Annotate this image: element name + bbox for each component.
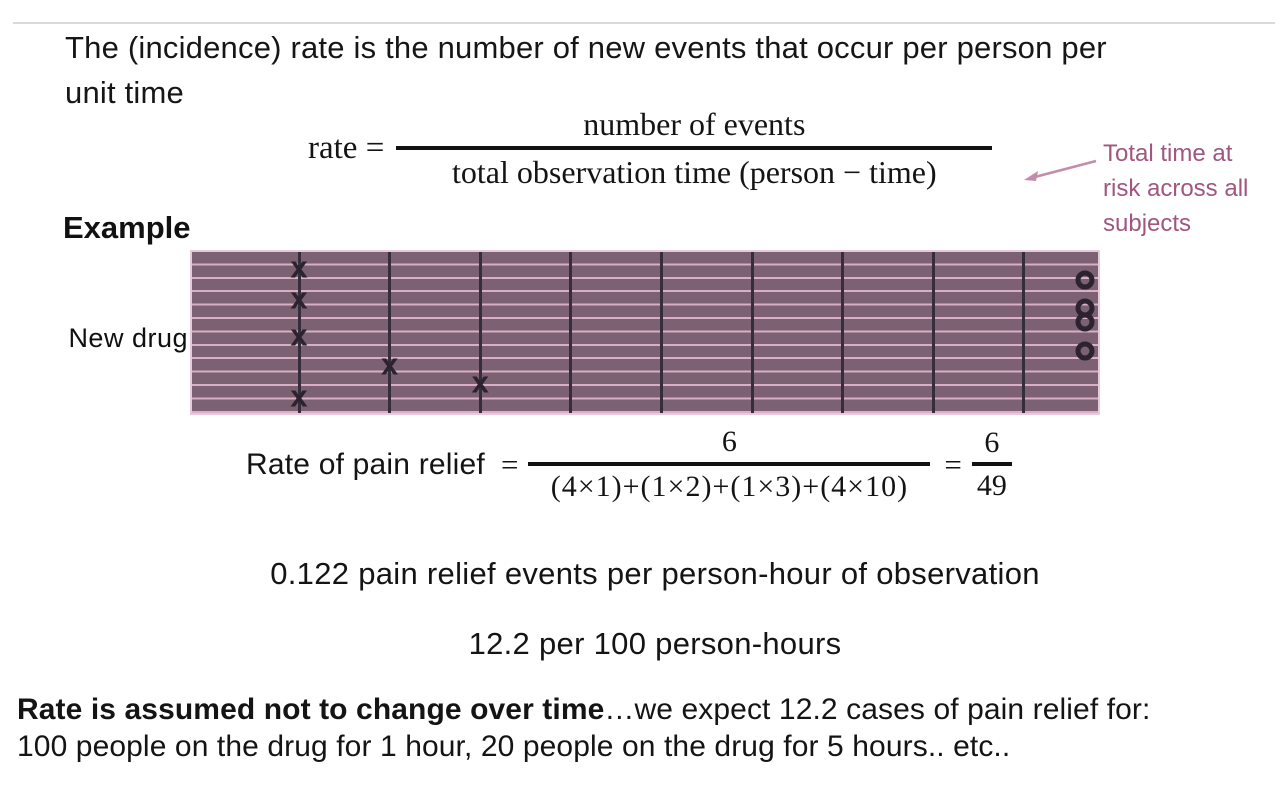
censored-marker-o	[1075, 341, 1095, 361]
rate-fraction: number of events total observation time …	[396, 104, 993, 192]
censored-marker-o	[1075, 270, 1095, 290]
annotation-note: Total time at risk across all subjects	[1103, 136, 1248, 241]
footer-paragraph: Rate is assumed not to change over time……	[17, 691, 1279, 765]
time-gridline	[659, 252, 663, 413]
example-formula-lhs: Rate of pain relief	[246, 447, 485, 481]
example-fraction: 6 (4×1)+(1×2)+(1×3)+(4×10)	[528, 424, 931, 506]
equals-sign: =	[944, 446, 962, 482]
annotation-line3: subjects	[1103, 210, 1192, 237]
event-marker-x: x	[290, 249, 308, 285]
slide-title-line2: unit time	[65, 75, 184, 110]
time-gridline	[388, 252, 392, 413]
fraction-bar	[528, 462, 931, 466]
annotation-line2: risk across all	[1103, 175, 1249, 202]
time-gridline	[931, 252, 935, 413]
chart-y-label: New drug	[68, 323, 188, 353]
time-gridline	[1022, 252, 1026, 413]
fraction-bar	[396, 146, 993, 150]
example-numerator: 6	[721, 425, 737, 458]
time-gridline	[750, 252, 754, 413]
fraction-bar	[971, 462, 1012, 466]
time-gridline	[841, 252, 845, 413]
example-denominator: (4×1)+(1×2)+(1×3)+(4×10)	[550, 469, 909, 503]
annotation-line1: Total time at	[1103, 140, 1233, 167]
equals-sign: =	[500, 446, 519, 482]
event-marker-x: x	[471, 364, 489, 400]
event-marker-x: x	[290, 377, 308, 413]
result-numerator: 6	[984, 426, 1000, 459]
event-marker-x: x	[290, 280, 308, 316]
rate-formula-lhs: rate =	[308, 129, 385, 166]
footer-bold-text: Rate is assumed not to change over time	[17, 693, 605, 726]
result-line-1: 0.122 pain relief events per person-hour…	[270, 556, 1040, 591]
slide-title: The (incidence) rate is the number of ne…	[65, 25, 1107, 115]
example-formula: Rate of pain relief = 6 (4×1)+(1×2)+(1×3…	[246, 424, 1012, 506]
example-heading: Example	[63, 210, 191, 245]
event-marker-x: x	[380, 345, 399, 381]
rate-formula: rate = number of events total observatio…	[308, 104, 993, 192]
rate-denominator: total observation time (person − time)	[452, 154, 937, 190]
footer-rest-text: …we expect 12.2 cases of pain relief for…	[604, 693, 1151, 726]
event-marker-x: x	[290, 317, 308, 353]
time-gridline	[569, 252, 573, 413]
footer-line2: 100 people on the drug for 1 hour, 20 pe…	[17, 730, 1011, 763]
footer-line1: Rate is assumed not to change over time……	[17, 691, 1279, 728]
annotation-arrow-icon	[1024, 159, 1097, 181]
top-divider	[13, 22, 1275, 24]
time-gridline	[297, 252, 301, 413]
result-line-2: 12.2 per 100 person-hours	[468, 626, 842, 661]
result-denominator: 49	[976, 468, 1007, 502]
slide-title-line1: The (incidence) rate is the number of ne…	[65, 30, 1107, 65]
time-gridline	[478, 252, 482, 413]
result-fraction: 6 49	[971, 426, 1012, 504]
censored-marker-o	[1075, 312, 1095, 332]
rate-numerator: number of events	[583, 106, 806, 142]
